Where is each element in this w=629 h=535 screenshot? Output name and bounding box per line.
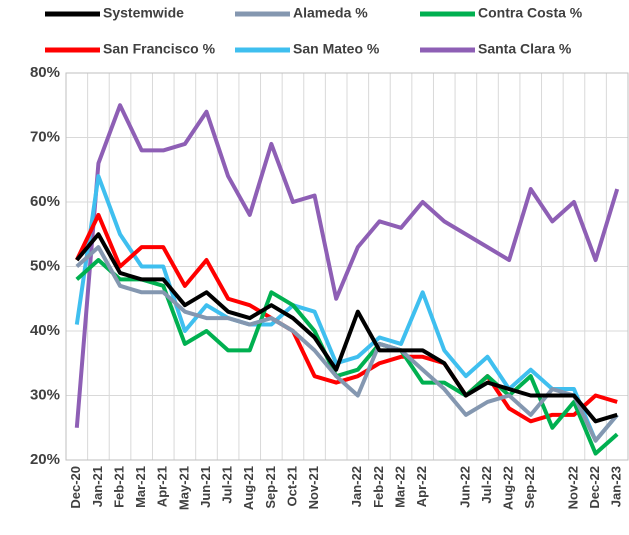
x-tick-label: May-21: [176, 466, 191, 510]
x-tick-label: Jul-22: [479, 466, 494, 504]
x-tick-label: Sep-21: [263, 466, 278, 509]
y-tick-label: 20%: [30, 451, 60, 468]
legend-label: Alameda %: [293, 5, 368, 21]
x-tick-label: Dec-20: [68, 466, 83, 509]
y-tick-label: 70%: [30, 128, 60, 145]
series-line: [74, 103, 620, 428]
x-tick-label: Oct-21: [284, 466, 299, 506]
legend-label: Systemwide: [103, 5, 184, 21]
series-line: [75, 212, 618, 424]
x-tick-label: Jul-21: [220, 466, 235, 504]
x-tick-label: Jan-23: [609, 466, 624, 507]
legend-label: Contra Costa %: [478, 5, 583, 21]
x-tick-label: Feb-22: [371, 466, 386, 508]
plot-border: [65, 72, 629, 461]
x-tick-label: Apr-21: [155, 466, 170, 507]
x-tick-label: Aug-21: [241, 466, 256, 510]
legend-label: San Francisco %: [103, 41, 216, 57]
x-tick-label: Jun-21: [198, 466, 213, 508]
x-tick-label: Mar-21: [133, 466, 148, 508]
legend-label: San Mateo %: [293, 41, 380, 57]
x-tick-label: Nov-22: [565, 466, 580, 509]
y-tick-label: 60%: [30, 193, 60, 210]
legend: Systemwide Alameda % Contra Costa % San Fra…: [45, 5, 583, 57]
x-tick-label: Aug-22: [501, 466, 516, 510]
x-tick-label: Feb-21: [111, 466, 126, 508]
x-tick-label: Nov-21: [306, 466, 321, 509]
x-tick-label: Dec-22: [587, 466, 602, 509]
y-tick-label: 40%: [30, 322, 60, 339]
x-tick-label: Sep-22: [522, 466, 537, 509]
x-tick-label: Jun-22: [457, 466, 472, 508]
series-line: [75, 245, 619, 443]
x-tick-label: Jan-21: [90, 466, 105, 507]
series-line: [75, 232, 618, 424]
y-tick-label: 50%: [30, 257, 60, 274]
x-tick-label: Mar-22: [392, 466, 407, 508]
legend-label: Santa Clara %: [478, 41, 572, 57]
y-tick-label: 80%: [30, 64, 60, 81]
y-tick-label: 30%: [30, 386, 60, 403]
x-tick-label: Apr-22: [414, 466, 429, 507]
x-tick-label: Jan-22: [349, 466, 364, 507]
series-line: [74, 174, 619, 443]
